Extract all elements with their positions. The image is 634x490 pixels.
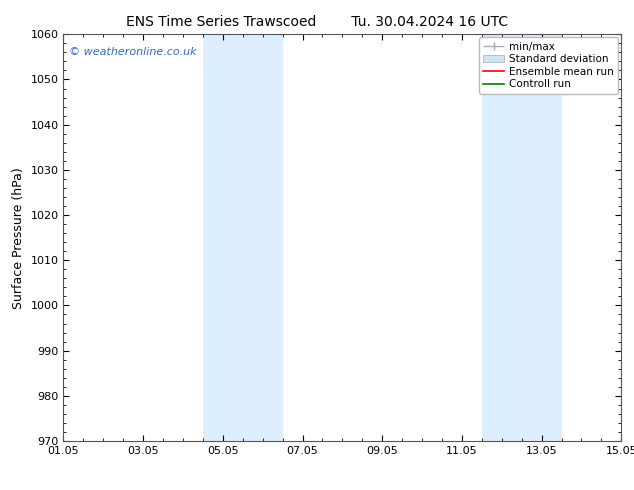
Bar	[482, 34, 562, 441]
Legend: min/max, Standard deviation, Ensemble mean run, Controll run: min/max, Standard deviation, Ensemble me…	[479, 37, 618, 94]
Text: © weatheronline.co.uk: © weatheronline.co.uk	[69, 47, 197, 56]
Text: ENS Time Series Trawscoed        Tu. 30.04.2024 16 UTC: ENS Time Series Trawscoed Tu. 30.04.2024…	[126, 15, 508, 29]
Y-axis label: Surface Pressure (hPa): Surface Pressure (hPa)	[12, 167, 25, 309]
Bar	[203, 34, 283, 441]
